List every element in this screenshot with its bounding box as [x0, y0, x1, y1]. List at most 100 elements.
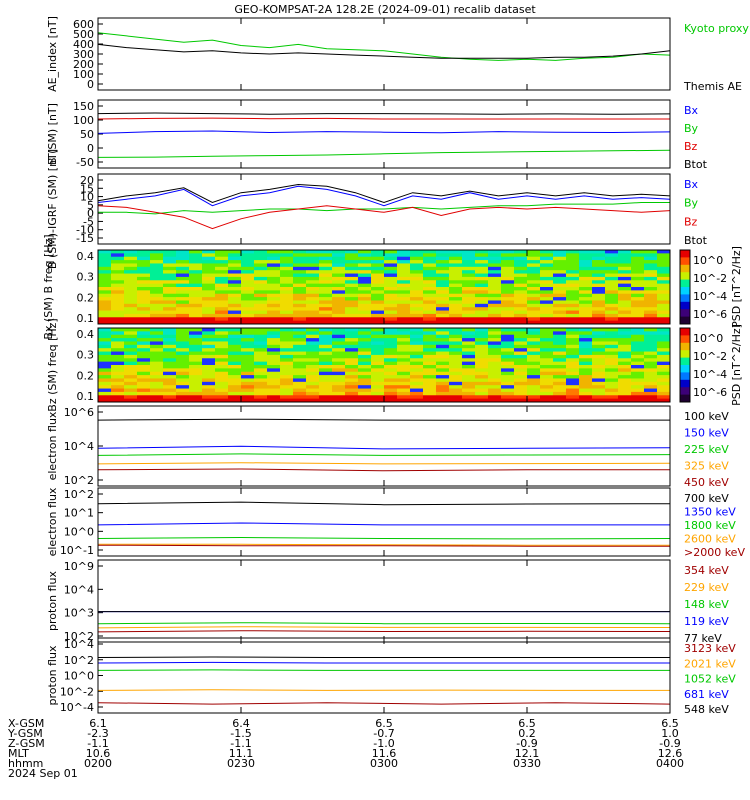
heatmap-cell [358, 280, 372, 285]
heatmap-cell [384, 365, 398, 369]
series-line [97, 468, 670, 472]
heatmap-cell [397, 273, 411, 278]
heatmap-cell [384, 300, 398, 305]
heatmap-cell [371, 256, 385, 261]
heatmap-cell [475, 253, 489, 258]
heatmap-cell [631, 283, 645, 288]
legend-entry: 325 keV [684, 460, 729, 473]
heatmap-cell [592, 287, 606, 291]
heatmap-cell [137, 344, 151, 349]
heatmap-cell [540, 385, 554, 390]
heatmap-cell [293, 293, 307, 298]
heatmap-cell [488, 361, 502, 366]
heatmap-cell [605, 250, 619, 254]
heatmap-cell [501, 391, 515, 396]
heatmap-cell [449, 307, 463, 312]
heatmap-cell [371, 388, 385, 393]
heatmap-cell [397, 303, 411, 308]
heatmap-cell [111, 297, 125, 301]
ephem-value: 0.2 [518, 727, 536, 740]
heatmap-cell [566, 297, 580, 301]
heatmap-cell [345, 388, 359, 393]
heatmap-cell [384, 344, 398, 349]
heatmap-cell [163, 300, 177, 305]
heatmap-cell [397, 338, 411, 342]
heatmap-cell [293, 320, 307, 325]
heatmap-cell [111, 283, 125, 288]
heatmap-cell [475, 320, 489, 325]
heatmap-cell [358, 365, 372, 369]
heatmap-cell [579, 263, 593, 268]
heatmap-cell [137, 280, 151, 285]
heatmap-cell [566, 250, 580, 254]
heatmap-cell [215, 361, 229, 366]
heatmap-cell [501, 354, 515, 359]
heatmap-cell [150, 317, 164, 322]
heatmap-cell [371, 300, 385, 305]
heatmap-cell [527, 263, 541, 268]
heatmap-cell [332, 307, 346, 312]
heatmap-cell [111, 375, 125, 379]
heatmap-cell [254, 263, 268, 268]
heatmap-cell [488, 313, 502, 318]
heatmap-cell [618, 250, 632, 254]
heatmap-cell [501, 270, 515, 275]
y-tick-label: 10 [80, 191, 94, 204]
series-line [97, 689, 670, 691]
heatmap-cell [163, 365, 177, 369]
heatmap-cell [293, 276, 307, 281]
heatmap-cell [540, 331, 554, 336]
heatmap-cell [527, 348, 541, 353]
heatmap-cell [280, 307, 294, 312]
heatmap-cell [553, 365, 567, 369]
heatmap-cell [345, 375, 359, 379]
heatmap-cell [215, 297, 229, 301]
heatmap-cell [202, 398, 216, 403]
heatmap-cell [449, 338, 463, 342]
heatmap-cell [267, 344, 281, 349]
heatmap-cell [397, 297, 411, 301]
heatmap-cell [124, 391, 138, 396]
heatmap-cell [657, 331, 671, 336]
heatmap-cell [254, 354, 268, 359]
heatmap-cell [358, 290, 372, 295]
heatmap-cell [137, 317, 151, 322]
heatmap-cell [605, 378, 619, 383]
series-line [97, 453, 671, 456]
heatmap-cell [449, 260, 463, 264]
heatmap-cell [397, 276, 411, 281]
heatmap-cell [319, 398, 333, 403]
series-line [97, 622, 671, 625]
heatmap-cell [514, 263, 528, 268]
heatmap-cell [98, 338, 112, 342]
heatmap-cell [488, 297, 502, 301]
series-line [97, 149, 671, 158]
heatmap-cell [267, 375, 281, 379]
heatmap-cell [267, 368, 281, 373]
panel-ylabel: Bx (SM) B freq [Hz] [42, 234, 55, 339]
heatmap-cell [475, 395, 489, 400]
y-tick-label: -50 [76, 156, 94, 169]
heatmap-cell [137, 276, 151, 281]
series-line [97, 630, 671, 633]
heatmap-cell [254, 348, 268, 353]
heatmap-cell [644, 317, 658, 322]
heatmap-cell [98, 368, 112, 373]
heatmap-cell [540, 276, 554, 281]
heatmap-cell [98, 260, 112, 264]
heatmap-cell [202, 293, 216, 298]
heatmap-cell [371, 270, 385, 275]
y-tick-label: 400 [73, 38, 94, 51]
heatmap-cell [137, 307, 151, 312]
heatmap-cell [631, 375, 645, 379]
heatmap-cell [111, 290, 125, 295]
heatmap-cell [618, 303, 632, 308]
y-tick-label: 10^0 [64, 670, 94, 683]
y-tick-label: 300 [73, 48, 94, 61]
heatmap-cell [605, 354, 619, 359]
heatmap-cell [618, 300, 632, 305]
heatmap-cell [293, 263, 307, 268]
heatmap-cell [475, 303, 489, 308]
heatmap-cell [150, 283, 164, 288]
heatmap-cell [228, 371, 242, 376]
